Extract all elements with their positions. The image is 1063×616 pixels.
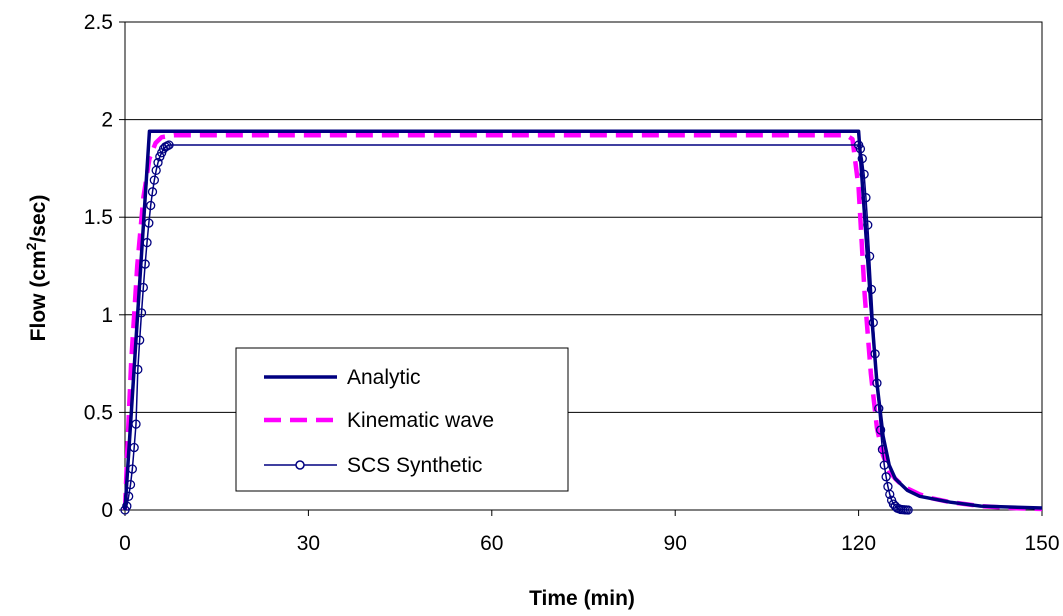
data-point-scs-synthetic (872, 378, 882, 388)
y-tick-label: 0 (101, 499, 113, 522)
y-axis-title-suffix: /sec) (27, 195, 50, 243)
y-tick-label: 2.5 (84, 11, 113, 34)
data-point-scs-synthetic (146, 200, 156, 211)
data-point-scs-synthetic (879, 460, 889, 470)
data-point-scs-synthetic (885, 489, 895, 500)
data-point-scs-synthetic (131, 419, 141, 429)
y-axis-title: Flow (cm2/sec) (23, 195, 50, 342)
x-tick-label: 120 (841, 532, 876, 555)
plot-area-border (124, 21, 1043, 511)
legend-marker-scs-synthetic (295, 460, 305, 470)
legend-label-scs-synthetic: SCS Synthetic (347, 454, 482, 477)
x-tick-label: 150 (1024, 532, 1059, 555)
data-point-scs-synthetic (855, 144, 866, 154)
data-point-scs-synthetic (133, 364, 143, 375)
data-point-scs-synthetic (863, 220, 873, 230)
y-tick-label: 0.5 (84, 401, 113, 424)
legend: Analytic Kinematic wave SCS Synthetic (235, 347, 569, 492)
data-point-scs-synthetic (859, 169, 869, 179)
y-tick-label: 1 (101, 304, 113, 327)
data-point-scs-synthetic (903, 505, 913, 515)
y-axis-title-superscript: 2 (23, 242, 39, 250)
y-tick-label: 2 (101, 109, 113, 132)
data-point-scs-synthetic (147, 187, 158, 197)
data-point-scs-synthetic (857, 153, 867, 164)
y-tick-label: 1.5 (84, 206, 113, 229)
data-point-scs-synthetic (127, 464, 137, 474)
x-axis-title: Time (min) (529, 587, 635, 610)
data-point-scs-synthetic (864, 251, 875, 261)
x-tick-label: 30 (297, 532, 320, 555)
data-point-scs-synthetic (164, 140, 174, 150)
data-point-scs-synthetic (122, 501, 132, 511)
gridlines (125, 119, 1042, 413)
series-layer (120, 129, 1043, 515)
data-point-scs-synthetic (140, 259, 150, 269)
data-point-scs-synthetic (138, 282, 148, 293)
data-point-scs-synthetic (874, 403, 884, 414)
data-point-scs-synthetic (866, 284, 877, 295)
data-point-scs-synthetic (124, 491, 134, 501)
data-point-scs-synthetic (870, 349, 880, 359)
data-point-scs-synthetic (129, 442, 139, 453)
data-point-scs-synthetic (868, 317, 878, 328)
data-point-scs-synthetic (153, 157, 163, 168)
data-point-scs-synthetic (142, 237, 152, 248)
data-point-scs-synthetic (877, 444, 888, 455)
data-point-scs-synthetic (149, 175, 159, 185)
legend-label-kinematic-wave: Kinematic wave (347, 409, 494, 432)
legend-label-analytic: Analytic (347, 366, 421, 389)
x-tick-label: 60 (480, 532, 503, 555)
data-point-scs-synthetic (125, 479, 136, 490)
data-point-scs-synthetic (861, 193, 871, 203)
data-point-scs-synthetic (875, 425, 886, 435)
data-point-scs-synthetic (144, 218, 154, 228)
x-tick-label: 0 (119, 532, 131, 555)
x-tick-label: 90 (664, 532, 687, 555)
axis-ticks: 0 0.5 1 1.5 2 2.5 0 30 60 90 120 150 (84, 11, 1060, 555)
y-axis-title-prefix: Flow (cm (27, 250, 50, 341)
data-point-scs-synthetic (136, 308, 147, 318)
data-point-scs-synthetic (135, 335, 145, 345)
data-point-scs-synthetic (881, 472, 891, 482)
